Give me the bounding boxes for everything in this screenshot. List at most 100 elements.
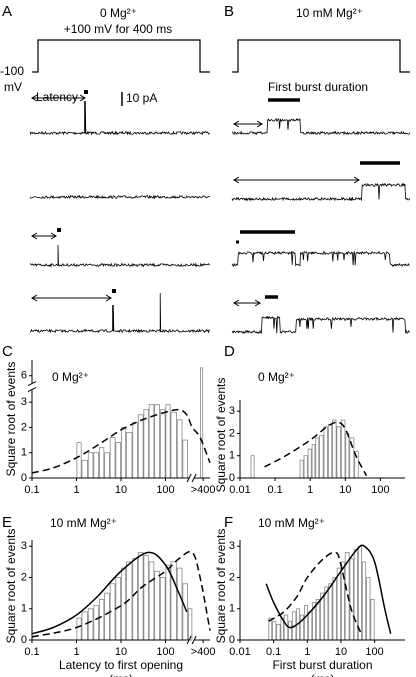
histogram-bar — [323, 426, 328, 479]
y-tick-label: 1 — [229, 603, 235, 615]
x-tick-label: 100 — [371, 484, 389, 496]
histogram-bar — [361, 561, 367, 641]
histogram-bar — [357, 545, 362, 641]
panel-label: D — [224, 343, 235, 360]
fit-curve — [264, 421, 368, 477]
x-tick-label: 10 — [339, 484, 351, 496]
voltage-step — [32, 39, 210, 73]
condition: 10 mM Mg²⁺ — [296, 6, 363, 20]
y-tick-label: 1 — [21, 447, 27, 459]
arrow-head — [233, 120, 240, 128]
histogram-bar — [353, 548, 358, 641]
histogram-bar — [349, 558, 354, 641]
histogram-bar — [126, 432, 133, 479]
histogram-bar — [276, 623, 281, 641]
histogram-bar — [187, 608, 193, 641]
histogram-bar — [345, 433, 350, 479]
y-tick-label: 1 — [229, 450, 235, 462]
x-tick-label: 10 — [115, 646, 127, 658]
histogram-bar — [109, 437, 116, 479]
histogram-bar — [182, 439, 188, 479]
arrow-head — [105, 294, 112, 302]
current-trace — [231, 250, 410, 268]
histogram-bar — [121, 427, 127, 479]
histogram-bar — [332, 419, 337, 479]
y-tick-label: 2 — [229, 427, 235, 439]
panel-label: C — [2, 343, 13, 360]
current-trace — [30, 292, 211, 334]
y-tick-label: 0 — [229, 634, 235, 646]
x-axis-label: Latency to first opening — [59, 658, 183, 672]
y-tick-label: 2 — [21, 571, 27, 583]
fit-curve — [31, 408, 211, 474]
axis-break — [27, 381, 37, 386]
histogram-bar — [98, 598, 105, 641]
histogram-bar — [370, 598, 375, 641]
x-tick-label: 0.1 — [24, 484, 39, 496]
histogram-bar — [115, 442, 121, 479]
histogram-bar — [200, 367, 204, 479]
panel-label: E — [2, 514, 12, 531]
histogram-bar — [143, 409, 149, 479]
arrow-head — [31, 232, 38, 240]
x-tick-label: 0.1 — [24, 646, 39, 658]
fit-curve — [31, 550, 211, 638]
fit-curve — [31, 551, 188, 635]
histogram-bar — [159, 409, 166, 479]
histogram-bar — [272, 620, 277, 641]
x-tick-label: 1 — [73, 646, 79, 658]
x-tick-label: 100 — [156, 484, 174, 496]
histogram-bar — [132, 558, 138, 641]
axis-break — [186, 473, 192, 483]
scale-label: 10 pA — [126, 91, 157, 105]
histogram-bar — [76, 617, 82, 641]
axis-break — [186, 635, 192, 645]
histogram-bar — [327, 424, 333, 479]
layout — [32, 39, 410, 106]
y-tick-label: 0 — [21, 634, 27, 646]
histogram-bar — [154, 570, 160, 641]
panel-label: B — [224, 3, 234, 20]
arrow-head — [79, 94, 86, 102]
y-tick-label: 3 — [21, 396, 27, 408]
histogram-bar — [336, 567, 341, 641]
y-axis-label: Square root of events — [4, 529, 18, 644]
fit-curve — [268, 551, 362, 635]
histogram-bar — [336, 426, 341, 479]
histogram-bar — [76, 442, 82, 479]
histogram-bar — [303, 455, 308, 479]
x-tick-label: 0.1 — [266, 646, 281, 658]
histogram-bar — [93, 452, 99, 479]
y-tick-label: 2 — [229, 571, 235, 583]
condition: 0 Mg²⁺ — [100, 6, 137, 20]
histogram-bar — [315, 437, 320, 479]
histogram-bar — [176, 419, 183, 479]
x-axis-unit: (ms) — [311, 672, 335, 677]
fit-curve — [265, 544, 392, 634]
current-trace — [29, 244, 210, 268]
y-tick-label: 6 — [21, 370, 27, 382]
histogram-bar — [81, 611, 88, 641]
y-axis-label: Square root of events — [4, 362, 18, 477]
x-tick-label: 0.01 — [229, 484, 250, 496]
x-tick-label: 0.01 — [229, 646, 250, 658]
panel-label: F — [224, 514, 233, 531]
unit-label: mV — [4, 80, 22, 94]
step-label: +100 mV for 400 ms — [64, 22, 172, 36]
latency-label: Latency — [36, 90, 78, 104]
x-tick-label: >400 — [191, 484, 216, 496]
histogram-bar — [176, 567, 183, 641]
histogram-bar — [87, 452, 94, 479]
x-tick-label: 0.1 — [267, 484, 282, 496]
axis-break — [27, 387, 37, 392]
holding-label: -100 — [0, 64, 24, 78]
histogram-bar — [288, 620, 292, 641]
histogram-bar — [304, 605, 309, 641]
y-tick-label: 3 — [229, 405, 235, 417]
x-tick-label: 10 — [115, 484, 127, 496]
histogram-bar — [98, 447, 105, 479]
histogram-bar — [81, 459, 88, 479]
histogram-bar — [366, 577, 371, 641]
y-tick-label: 1 — [21, 603, 27, 615]
x-tick-label: 1 — [73, 484, 79, 496]
